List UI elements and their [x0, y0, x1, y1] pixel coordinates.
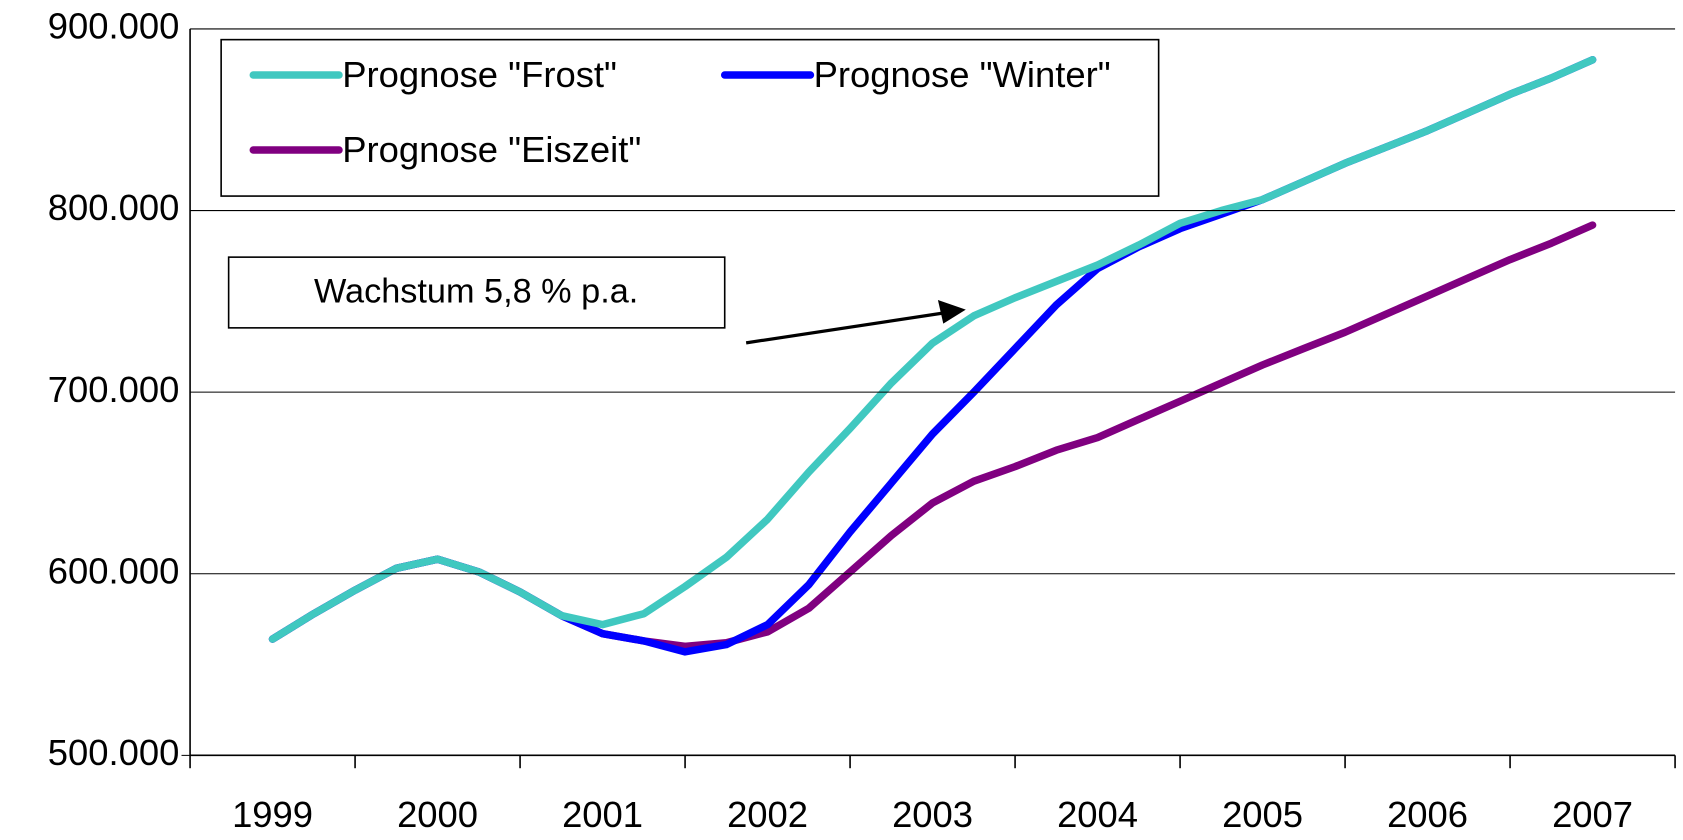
- annotation: Wachstum 5,8 % p.a.: [314, 273, 638, 311]
- series-line: [268, 56, 1597, 643]
- annotation-box: [227, 256, 726, 329]
- x-tick-label: 2001: [562, 794, 643, 835]
- x-tick-label: 1999: [232, 794, 313, 835]
- y-tick-label: 500.000: [48, 732, 180, 773]
- x-tick-label: 2002: [727, 794, 808, 835]
- annotation-arrow: [745, 311, 945, 345]
- x-tick-label: 2007: [1552, 794, 1633, 835]
- y-tick-label: 700.000: [48, 369, 180, 410]
- arrow-head: [937, 300, 966, 324]
- y-tick-label: 900.000: [48, 6, 180, 47]
- y-tick-label: 800.000: [48, 187, 180, 228]
- legend-box: [220, 38, 1160, 197]
- legend-label: Prognose "Eiszeit": [342, 129, 641, 170]
- legend-label: Prognose "Frost": [342, 54, 617, 95]
- x-tick-label: 2000: [397, 794, 478, 835]
- x-tick-label: 2004: [1057, 794, 1138, 835]
- x-tick-label: 2003: [892, 794, 973, 835]
- y-tick-label: 600.000: [48, 550, 180, 591]
- x-tick-label: 2006: [1387, 794, 1468, 835]
- x-tick-label: 2005: [1222, 794, 1303, 835]
- legend-label: Prognose "Winter": [814, 54, 1111, 95]
